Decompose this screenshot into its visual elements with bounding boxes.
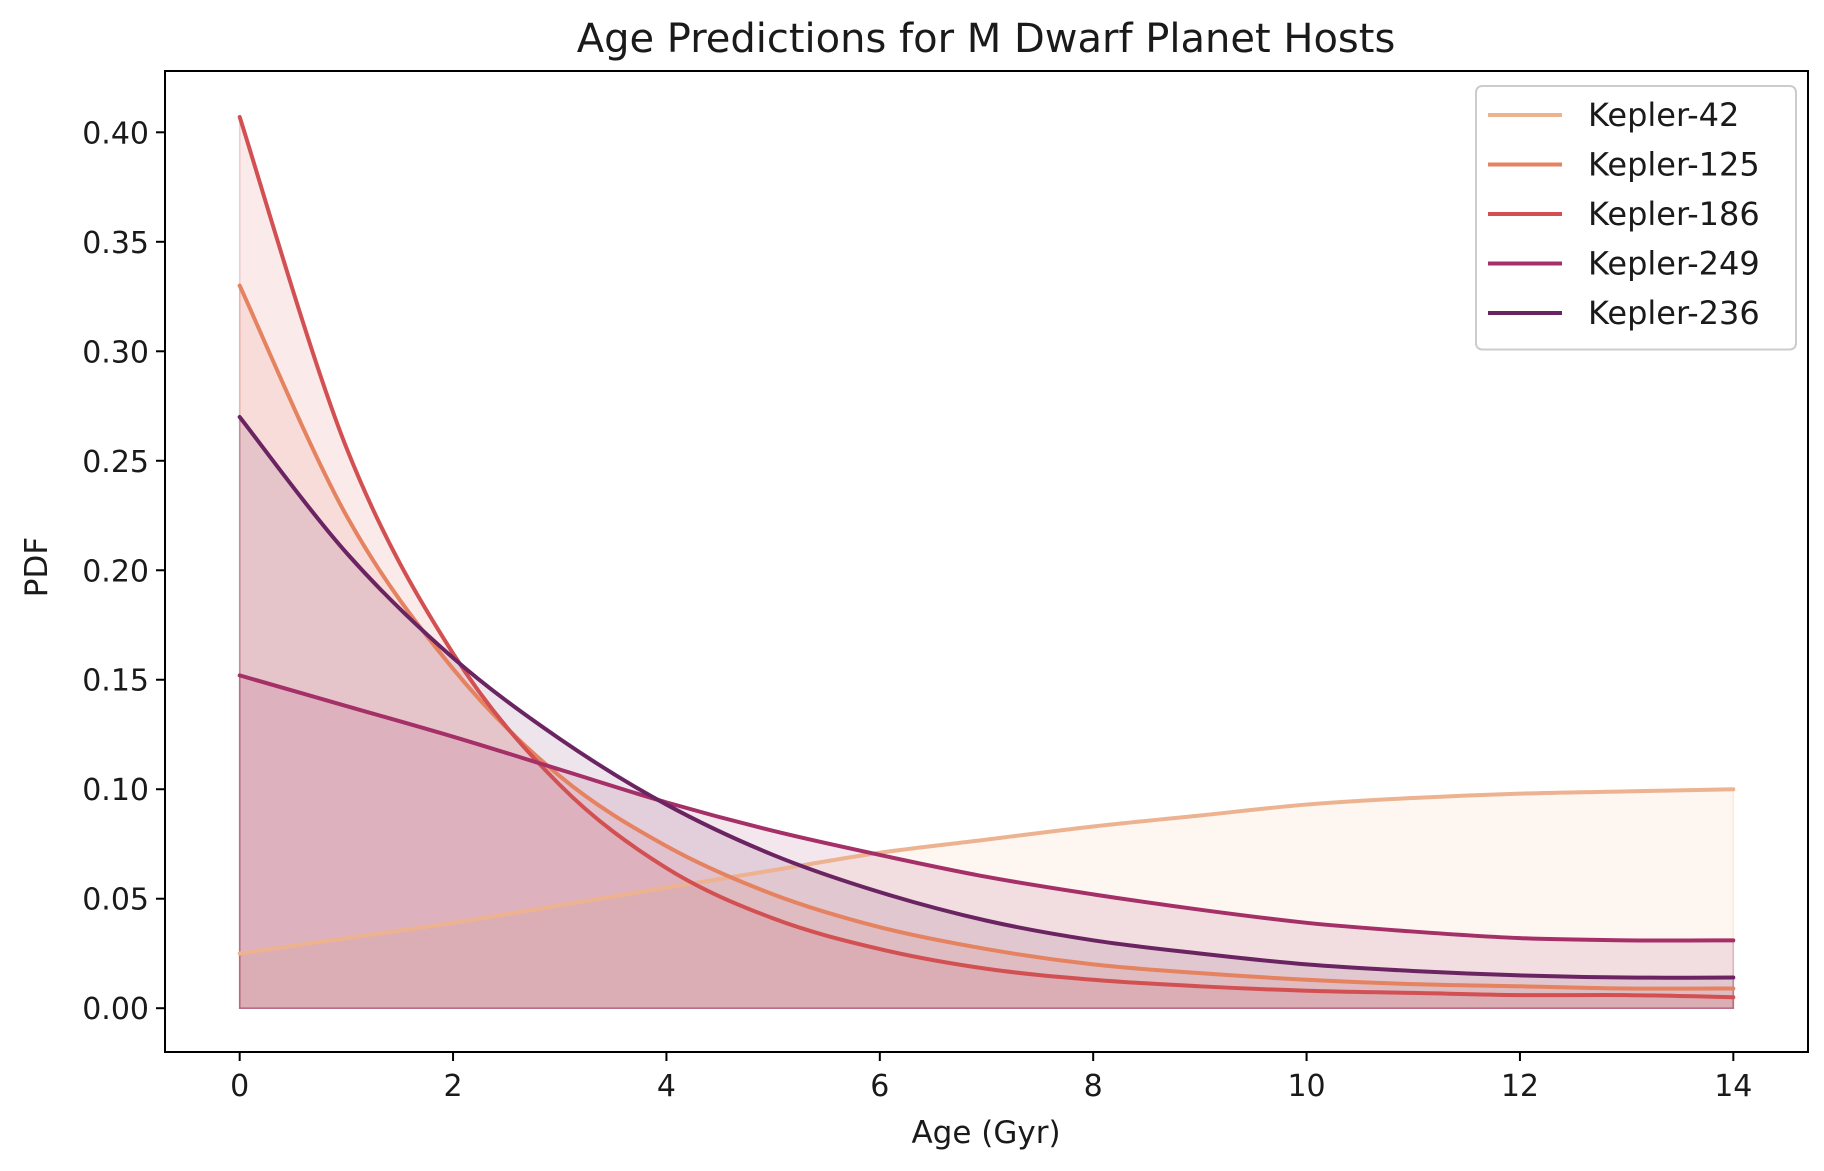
x-tick-label: 6 xyxy=(870,1069,889,1104)
series-line-2 xyxy=(237,114,1736,1000)
x-axis-label: Age (Gyr) xyxy=(911,1115,1060,1151)
x-tick-label: 8 xyxy=(1084,1069,1103,1104)
series-line-4 xyxy=(237,414,1736,980)
x-tick-label: 2 xyxy=(444,1069,463,1104)
series-line-0 xyxy=(237,787,1736,956)
series-lines-layer xyxy=(237,114,1736,1000)
x-tick-label: 4 xyxy=(657,1069,676,1104)
legend-label: Kepler-249 xyxy=(1588,245,1760,283)
y-tick-label: 0.20 xyxy=(82,554,149,589)
x-tick-label: 0 xyxy=(230,1069,249,1104)
legend-label: Kepler-236 xyxy=(1588,294,1760,332)
y-axis: 0.00 0.05 0.10 0.15 0.20 0.25 0.30 0.35 0.40 xyxy=(82,116,165,1027)
legend-label: Kepler-42 xyxy=(1588,96,1739,134)
legend-label: Kepler-186 xyxy=(1588,195,1760,233)
x-tick-label: 12 xyxy=(1501,1069,1539,1104)
x-axis: 0 2 4 6 8 10 12 14 xyxy=(230,1052,1752,1104)
y-tick-label: 0.15 xyxy=(82,664,149,699)
chart-title: Age Predictions for M Dwarf Planet Hosts xyxy=(577,16,1396,62)
series-line-3 xyxy=(237,673,1736,943)
y-tick-label: 0.35 xyxy=(82,226,149,261)
legend-box xyxy=(1475,85,1797,351)
x-tick-label: 10 xyxy=(1287,1069,1325,1104)
legend: Kepler-42 Kepler-125 Kepler-186 Kepler-249 K… xyxy=(1475,85,1797,351)
legend-label: Kepler-125 xyxy=(1588,146,1760,184)
plot-frame xyxy=(164,70,1809,1053)
y-tick-label: 0.40 xyxy=(82,116,149,151)
y-tick-label: 0.00 xyxy=(82,992,149,1027)
y-tick-label: 0.30 xyxy=(82,335,149,370)
series-line-1 xyxy=(237,283,1736,991)
y-tick-label: 0.05 xyxy=(82,883,149,918)
y-axis-label: PDF xyxy=(19,537,55,597)
x-tick-label: 14 xyxy=(1714,1069,1752,1104)
y-tick-label: 0.10 xyxy=(82,773,149,808)
y-tick-label: 0.25 xyxy=(82,445,149,480)
